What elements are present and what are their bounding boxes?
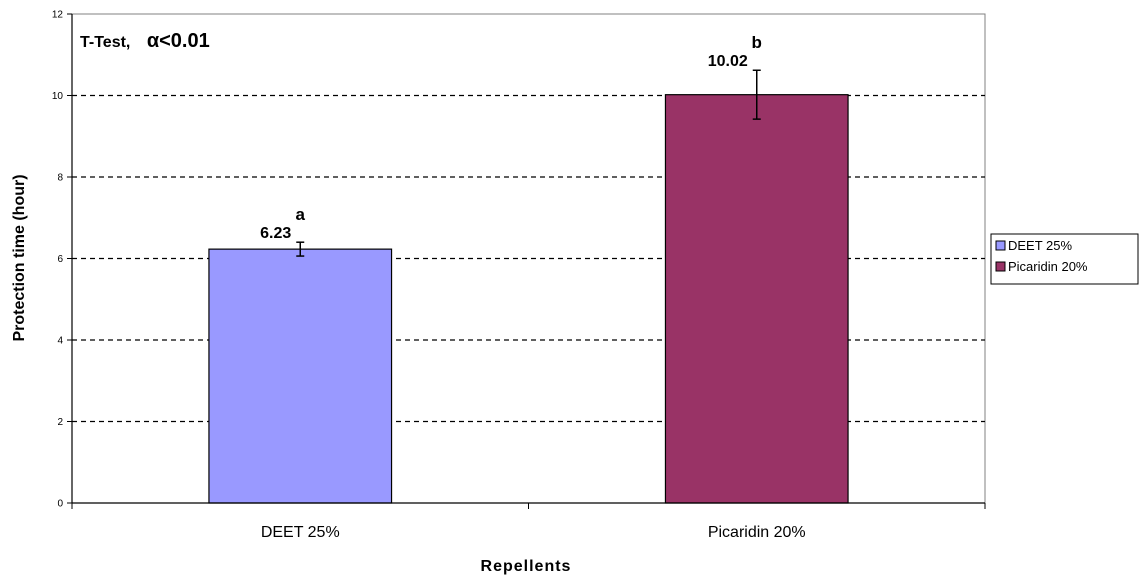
significance-letter-2: b — [752, 33, 762, 52]
legend: DEET 25% Picaridin 20% — [990, 233, 1139, 285]
y-tick-label: 4 — [57, 336, 63, 347]
bars — [208, 69, 849, 504]
legend-label-2: Picaridin 20% — [1008, 259, 1088, 274]
data-label-2: 10.02 — [708, 53, 748, 70]
x-axis-title: Repellents — [481, 558, 572, 575]
legend-swatch-2 — [995, 261, 1006, 272]
y-axis-title: Protection time (hour) — [11, 174, 28, 341]
legend-swatch-1 — [995, 240, 1006, 251]
y-tick-label: 8 — [57, 173, 63, 184]
bar-1 — [208, 248, 393, 504]
y-tick-label: 6 — [57, 254, 63, 265]
x-tick-label-1: DEET 25% — [261, 524, 340, 541]
x-tick-label-2: Picaridin 20% — [708, 524, 806, 541]
test-annotation: T-Test, α<0.01 — [80, 30, 210, 52]
legend-label-1: DEET 25% — [1008, 238, 1073, 253]
significance-letter-1: a — [296, 205, 306, 224]
test-annotation-prefix: T-Test, — [80, 34, 130, 51]
data-label-1: 6.23 — [260, 225, 291, 242]
y-tick-label: 0 — [57, 499, 63, 510]
labels: 0 2 4 6 8 10 12 6.23 a DEET 25% 10.02b Picaridin 20… — [52, 10, 806, 542]
y-tick-label: 12 — [52, 10, 64, 21]
y-tick-label: 10 — [52, 91, 64, 102]
legend-box — [990, 233, 1139, 285]
axes — [67, 13, 986, 509]
bar-2 — [664, 94, 849, 504]
test-annotation-condition: α<0.01 — [147, 30, 210, 52]
y-tick-label: 2 — [57, 417, 63, 428]
